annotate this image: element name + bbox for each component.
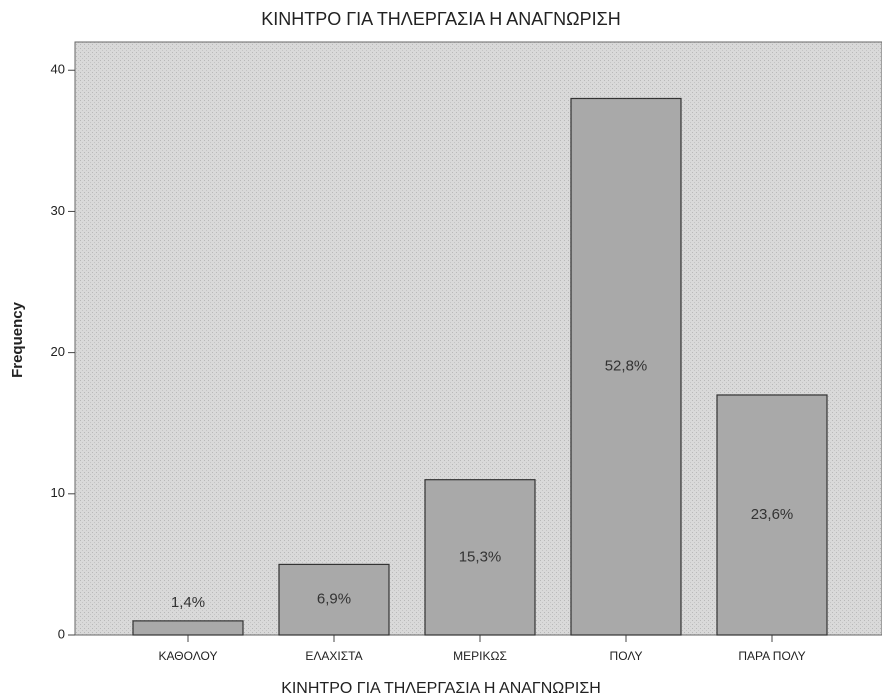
x-axis-label: ΚΙΝΗΤΡΟ ΓΙΑ ΤΗΛΕΡΓΑΣΙΑ Η ΑΝΑΓΝΩΡΙΣΗ — [281, 680, 601, 697]
bar — [570, 97, 682, 636]
data-label: 1,4% — [171, 594, 205, 611]
x-tick-label: ΜΕΡΙΚΩΣ — [453, 649, 507, 663]
y-tick-label: 0 — [58, 626, 65, 641]
y-tick-label: 40 — [51, 62, 65, 77]
y-tick-label: 30 — [51, 203, 65, 218]
data-label: 15,3% — [459, 548, 502, 565]
x-tick-label: ΚΑΘΟΛΟΥ — [159, 649, 218, 663]
chart-title: ΚΙΝΗΤΡΟ ΓΙΑ ΤΗΛΕΡΓΑΣΙΑ Η ΑΝΑΓΝΩΡΙΣΗ — [261, 9, 621, 29]
data-label: 52,8% — [605, 358, 648, 375]
bar — [132, 620, 244, 636]
x-tick-label: ΠΟΛΥ — [610, 649, 643, 663]
x-tick-label: ΕΛΑΧΙΣΤΑ — [305, 649, 362, 663]
bar — [424, 479, 536, 636]
y-tick-label: 20 — [51, 344, 65, 359]
x-tick-label: ΠΑΡΑ ΠΟΛΥ — [738, 649, 805, 663]
data-label: 6,9% — [317, 591, 351, 608]
y-axis-label: Frequency — [9, 301, 26, 378]
bar — [716, 394, 828, 636]
y-tick-label: 10 — [51, 485, 65, 500]
bar — [278, 563, 390, 636]
data-label: 23,6% — [751, 506, 794, 523]
